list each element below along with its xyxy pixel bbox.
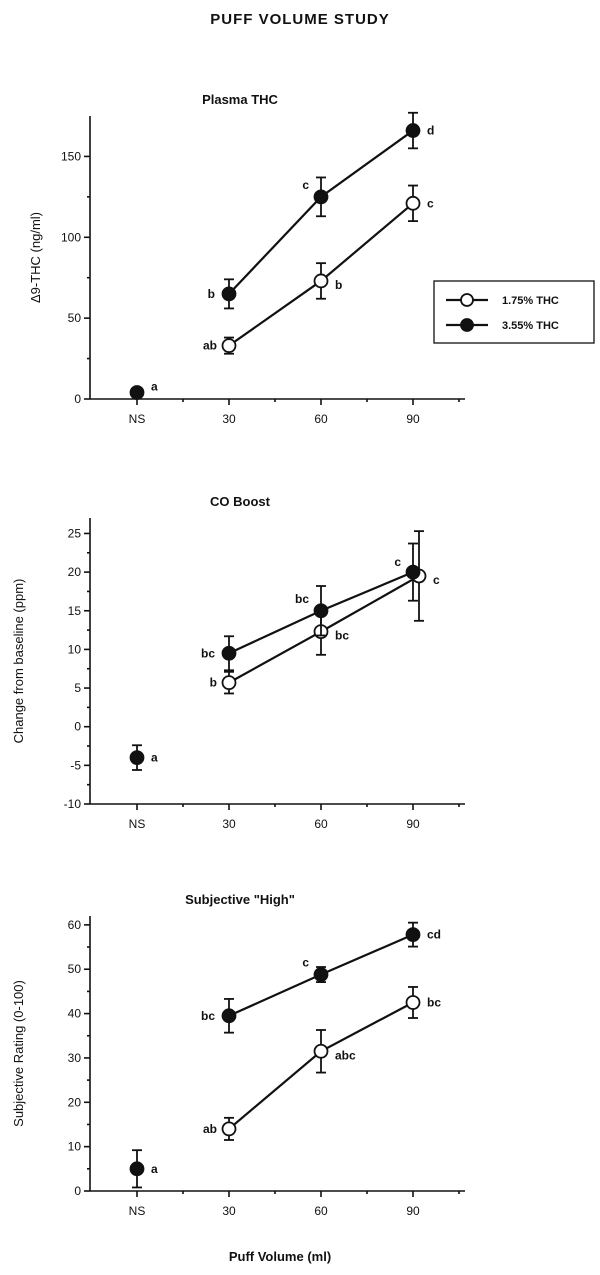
y-tick-label: 0 bbox=[74, 720, 81, 734]
y-tick-label: 100 bbox=[61, 230, 81, 244]
ns-letter: a bbox=[151, 1162, 158, 1176]
y-tick-label: 25 bbox=[68, 526, 82, 540]
legend-marker-filled bbox=[460, 318, 474, 332]
ns-letter: a bbox=[151, 380, 158, 394]
y-axis-label: Δ9-THC (ng/ml) bbox=[28, 212, 43, 303]
figure-title: PUFF VOLUME STUDY bbox=[210, 11, 390, 28]
x-tick-label: NS bbox=[129, 1204, 146, 1218]
significance-letter: b bbox=[335, 278, 342, 292]
data-point-open bbox=[313, 273, 329, 289]
data-point-open bbox=[221, 1121, 237, 1137]
significance-letter: bc bbox=[427, 995, 441, 1009]
ns-point bbox=[129, 1161, 145, 1177]
data-point-filled bbox=[313, 967, 329, 982]
y-tick-label: 20 bbox=[68, 565, 82, 579]
legend-marker-open bbox=[460, 293, 474, 307]
data-point-open bbox=[221, 675, 237, 691]
significance-letter: b bbox=[208, 287, 215, 301]
panel-title: CO Boost bbox=[210, 494, 271, 509]
x-tick-label: 60 bbox=[314, 1204, 328, 1218]
significance-letter: bc bbox=[335, 629, 349, 643]
panel-title: Subjective "High" bbox=[185, 892, 295, 907]
y-tick-label: 0 bbox=[74, 1184, 81, 1198]
y-tick-label: 50 bbox=[68, 962, 82, 976]
significance-letter: c bbox=[394, 555, 401, 569]
y-tick-label: 60 bbox=[68, 918, 82, 932]
y-tick-label: 50 bbox=[68, 311, 82, 325]
significance-letter: b bbox=[210, 676, 217, 690]
significance-letter: c bbox=[302, 178, 309, 192]
significance-letter: abc bbox=[335, 1048, 356, 1062]
x-tick-label: 30 bbox=[222, 412, 236, 426]
legend-label-1: 1.75% THC bbox=[502, 295, 559, 307]
significance-letter: d bbox=[427, 124, 434, 138]
y-tick-label: 30 bbox=[68, 1051, 82, 1065]
y-axis-label: Subjective Rating (0-100) bbox=[11, 980, 26, 1127]
data-point-filled bbox=[313, 189, 329, 205]
x-tick-label: 30 bbox=[222, 817, 236, 831]
data-point-open bbox=[405, 195, 421, 211]
legend-box bbox=[433, 280, 595, 344]
x-tick-label: 90 bbox=[406, 817, 420, 831]
significance-letter: bc bbox=[201, 646, 215, 660]
significance-letter: c bbox=[427, 196, 434, 210]
significance-letter: ab bbox=[203, 1122, 217, 1136]
panel-title: Plasma THC bbox=[202, 92, 278, 107]
legend: 1.75% THC 3.55% THC bbox=[433, 280, 595, 344]
y-tick-label: 20 bbox=[68, 1095, 82, 1109]
x-tick-label: NS bbox=[129, 412, 146, 426]
data-point-open bbox=[313, 1043, 329, 1059]
x-tick-label: 60 bbox=[314, 412, 328, 426]
data-point-filled bbox=[221, 1008, 237, 1024]
y-tick-label: 5 bbox=[74, 681, 81, 695]
significance-letter: c bbox=[302, 956, 309, 970]
x-tick-label: 90 bbox=[406, 412, 420, 426]
y-axis-label: Change from baseline (ppm) bbox=[11, 579, 26, 744]
significance-letter: cd bbox=[427, 928, 441, 942]
ns-point bbox=[129, 385, 145, 400]
y-tick-label: 15 bbox=[68, 604, 82, 618]
data-point-filled bbox=[221, 286, 237, 302]
x-tick-label: NS bbox=[129, 817, 146, 831]
y-tick-label: 10 bbox=[68, 1140, 82, 1154]
significance-letter: bc bbox=[295, 592, 309, 606]
significance-letter: bc bbox=[201, 1009, 215, 1023]
ns-letter: a bbox=[151, 751, 158, 765]
x-tick-label: 30 bbox=[222, 1204, 236, 1218]
data-point-filled bbox=[221, 645, 237, 661]
x-tick-label: 90 bbox=[406, 1204, 420, 1218]
data-point-filled bbox=[313, 603, 329, 619]
y-tick-label: -5 bbox=[70, 758, 81, 772]
ns-point bbox=[129, 750, 145, 766]
x-tick-label: 60 bbox=[314, 817, 328, 831]
significance-letter: c bbox=[433, 573, 440, 587]
y-tick-label: 40 bbox=[68, 1007, 82, 1021]
data-point-filled bbox=[405, 564, 421, 580]
data-point-open bbox=[405, 995, 421, 1010]
y-tick-label: 0 bbox=[74, 392, 81, 406]
y-tick-label: -10 bbox=[64, 797, 82, 811]
panel-co-boost: CO Boost -10 -5 0 5 10 15 20 25 NS 30 60 90 Change fr… bbox=[11, 494, 465, 831]
data-point-open bbox=[221, 338, 237, 354]
panel-plasma-thc: Plasma THC 0 50 100 150 NS 30 60 90 Δ9-THC (ng/ml… bbox=[28, 92, 465, 426]
x-axis-label: Puff Volume (ml) bbox=[229, 1249, 331, 1264]
data-point-filled bbox=[405, 123, 421, 138]
data-point-filled bbox=[405, 927, 421, 943]
panel-subjective-high: Subjective "High" 0 10 20 30 40 50 60 NS 30 60 90 Su… bbox=[11, 892, 465, 1218]
y-tick-label: 10 bbox=[68, 642, 82, 656]
significance-letter: ab bbox=[203, 339, 217, 353]
legend-label-2: 3.55% THC bbox=[502, 320, 559, 332]
y-tick-label: 150 bbox=[61, 149, 81, 163]
